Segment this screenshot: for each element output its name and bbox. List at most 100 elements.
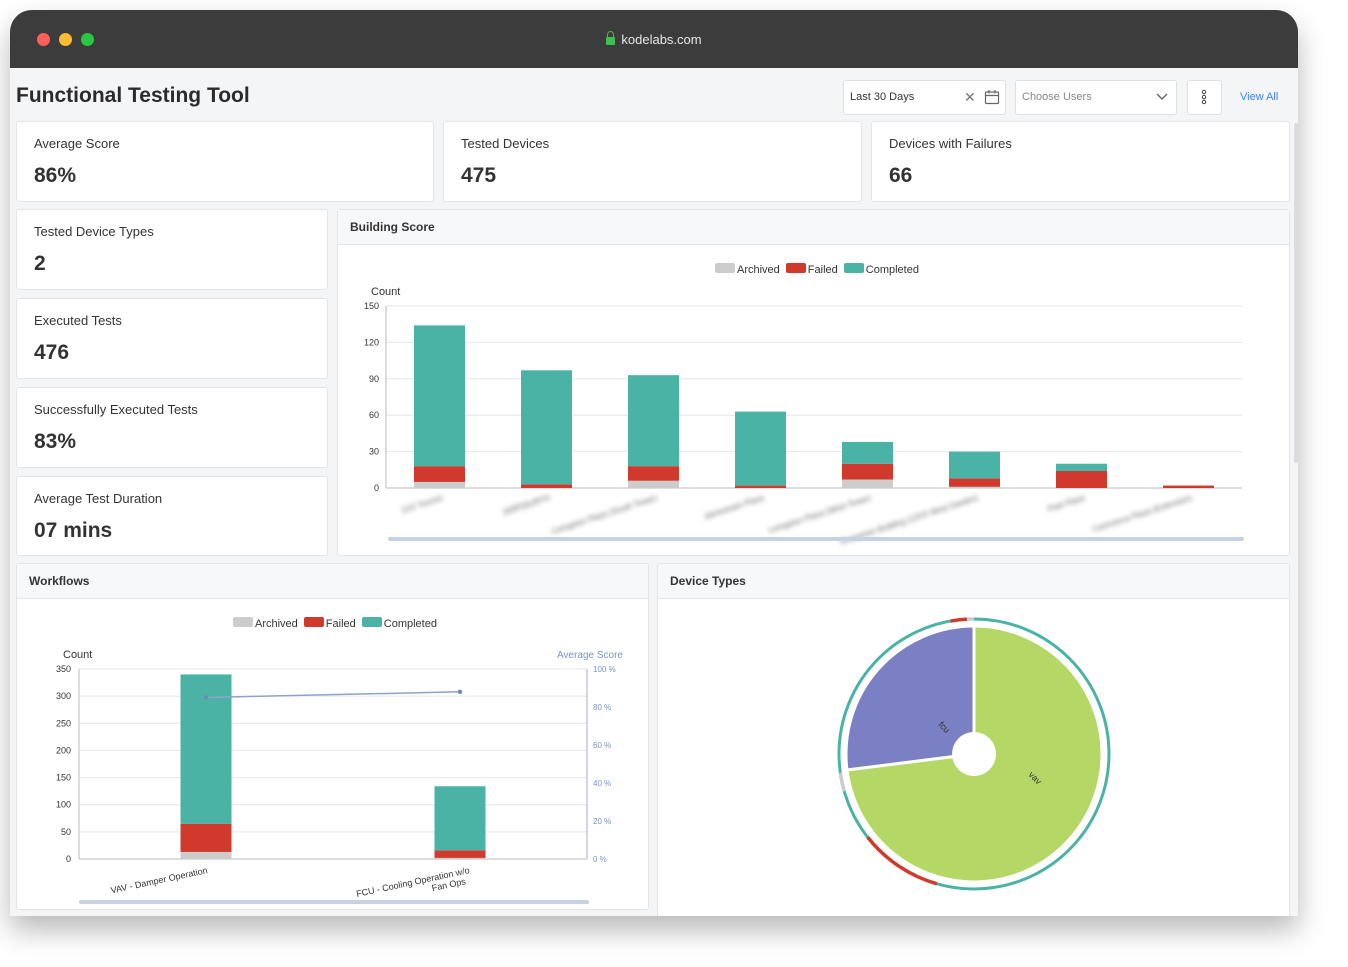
average-score-card: Average Score 86% bbox=[16, 121, 434, 202]
executed-tests-card: Executed Tests 476 bbox=[16, 298, 328, 379]
devices-with-failures-card: Devices with Failures 66 bbox=[871, 121, 1290, 202]
zoom-scrollbar bbox=[388, 537, 1244, 541]
x-tick-label-blurred: [ARP]SURTH bbox=[502, 493, 551, 517]
y-tick-label: 0 bbox=[374, 483, 379, 493]
stat-value: 2 bbox=[34, 252, 46, 275]
legend-item-completed[interactable]: Completed bbox=[843, 263, 919, 276]
bar-failed bbox=[180, 823, 232, 852]
chart-legend: Archived Failed Completed bbox=[715, 263, 919, 276]
y-axis-title: Count bbox=[371, 286, 400, 298]
bar-completed bbox=[414, 325, 465, 467]
page-title: Functional Testing Tool bbox=[16, 84, 250, 107]
clear-icon[interactable]: ✕ bbox=[964, 89, 976, 105]
slice-fcu bbox=[844, 624, 976, 772]
bar-failed bbox=[628, 466, 679, 481]
stat-label: Executed Tests bbox=[34, 313, 122, 328]
legend-label: Failed bbox=[807, 264, 838, 276]
bar-completed bbox=[735, 411, 786, 486]
y2-tick-label: 0 % bbox=[593, 855, 607, 864]
bar-archived bbox=[842, 479, 893, 488]
status-ring-failed bbox=[950, 617, 968, 623]
y-tick-label: 300 bbox=[56, 691, 71, 701]
legend-item-archived[interactable]: Archived bbox=[233, 617, 298, 630]
bar-completed bbox=[949, 451, 1000, 479]
bar-completed bbox=[842, 441, 893, 464]
y-tick-label: 120 bbox=[364, 337, 379, 347]
stat-value: 86% bbox=[34, 164, 77, 187]
bar-failed bbox=[434, 850, 486, 858]
y-tick-label: 150 bbox=[56, 773, 71, 783]
swatch-failed bbox=[785, 263, 806, 273]
bar-archived bbox=[949, 486, 1000, 488]
more-vertical-icon bbox=[1201, 89, 1207, 105]
calendar-icon[interactable] bbox=[984, 89, 1000, 105]
stat-value: 66 bbox=[889, 164, 913, 187]
y-tick-label: 90 bbox=[369, 374, 379, 384]
device-types-panel: Device Types fcu vav bbox=[657, 563, 1290, 916]
y-axis-title: Count bbox=[63, 649, 92, 661]
bar-failed bbox=[521, 484, 572, 488]
browser-window: kodelabs.com Functional Testing Tool Las… bbox=[10, 10, 1298, 916]
legend-item-completed[interactable]: Completed bbox=[361, 617, 437, 630]
legend-item-archived[interactable]: Archived bbox=[715, 263, 780, 276]
legend-label: Archived bbox=[737, 264, 780, 276]
y-tick-label: 0 bbox=[66, 854, 71, 864]
y2-tick-label: 60 % bbox=[593, 741, 611, 750]
bar-completed bbox=[434, 786, 486, 851]
x-tick-label-blurred: Livingston Plaza (West Tower) bbox=[767, 493, 872, 535]
x-tick-label: FCU - Cooling Operation w/oFan Ops bbox=[355, 865, 472, 906]
panel-header: Workflows bbox=[17, 564, 648, 599]
y2-tick-label: 20 % bbox=[593, 817, 611, 826]
swatch-completed bbox=[361, 617, 382, 627]
y-tick-label: 350 bbox=[56, 664, 71, 674]
bar-failed bbox=[949, 478, 1000, 487]
stat-label: Average Test Duration bbox=[34, 491, 163, 506]
date-range-picker[interactable]: Last 30 Days ✕ bbox=[843, 80, 1006, 115]
bar-failed bbox=[735, 485, 786, 488]
status-ring-failed bbox=[866, 836, 938, 886]
swatch-failed bbox=[303, 617, 324, 627]
average-score-point bbox=[457, 689, 463, 694]
bar-archived bbox=[628, 480, 679, 488]
panel-title: Building Score bbox=[350, 220, 435, 234]
stat-value: 475 bbox=[461, 164, 497, 187]
legend-item-failed[interactable]: Failed bbox=[303, 617, 356, 630]
average-score-point bbox=[203, 695, 209, 700]
y2-tick-label: 100 % bbox=[593, 665, 616, 674]
maximize-window-button[interactable] bbox=[81, 33, 94, 46]
y-tick-label: 200 bbox=[56, 745, 71, 755]
chart-legend: Archived Failed Completed bbox=[233, 617, 437, 630]
workflows-panel: Workflows Archived Failed Completed Coun… bbox=[16, 563, 649, 910]
view-all-link[interactable]: View All bbox=[1240, 91, 1279, 103]
y2-axis-title: Average Score bbox=[557, 650, 623, 661]
successful-tests-card: Successfully Executed Tests 83% bbox=[16, 387, 328, 468]
bar-failed bbox=[414, 466, 465, 482]
close-window-button[interactable] bbox=[37, 33, 50, 46]
y-tick-label: 150 bbox=[364, 301, 379, 311]
pie-hole bbox=[952, 732, 996, 776]
bar-failed bbox=[1056, 471, 1107, 488]
status-ring-archived bbox=[838, 772, 846, 792]
page-scrollbar[interactable] bbox=[1294, 123, 1298, 463]
y-tick-label: 60 bbox=[369, 410, 379, 420]
x-tick-label-blurred: Commerce Plaza (Extension) bbox=[1091, 493, 1193, 534]
average-score-line bbox=[205, 691, 461, 699]
minimize-window-button[interactable] bbox=[59, 33, 72, 46]
choose-users-select[interactable]: Choose Users bbox=[1015, 80, 1177, 115]
bar-failed bbox=[1163, 485, 1214, 488]
y2-tick-label: 40 % bbox=[593, 779, 611, 788]
panel-header: Device Types bbox=[658, 564, 1289, 599]
bar-completed bbox=[628, 375, 679, 467]
stat-value: 476 bbox=[34, 341, 70, 364]
more-options-button[interactable] bbox=[1187, 80, 1222, 115]
bar-archived bbox=[434, 857, 486, 859]
x-tick-label-blurred: Jamestown Plaza bbox=[703, 493, 766, 521]
date-range-value: Last 30 Days bbox=[850, 91, 915, 103]
swatch-archived bbox=[715, 263, 735, 273]
address-bar[interactable]: kodelabs.com bbox=[10, 31, 1298, 47]
bar-failed bbox=[842, 463, 893, 480]
y-tick-label: 250 bbox=[56, 718, 71, 728]
stat-label: Tested Devices bbox=[461, 136, 550, 151]
legend-item-failed[interactable]: Failed bbox=[785, 263, 838, 276]
